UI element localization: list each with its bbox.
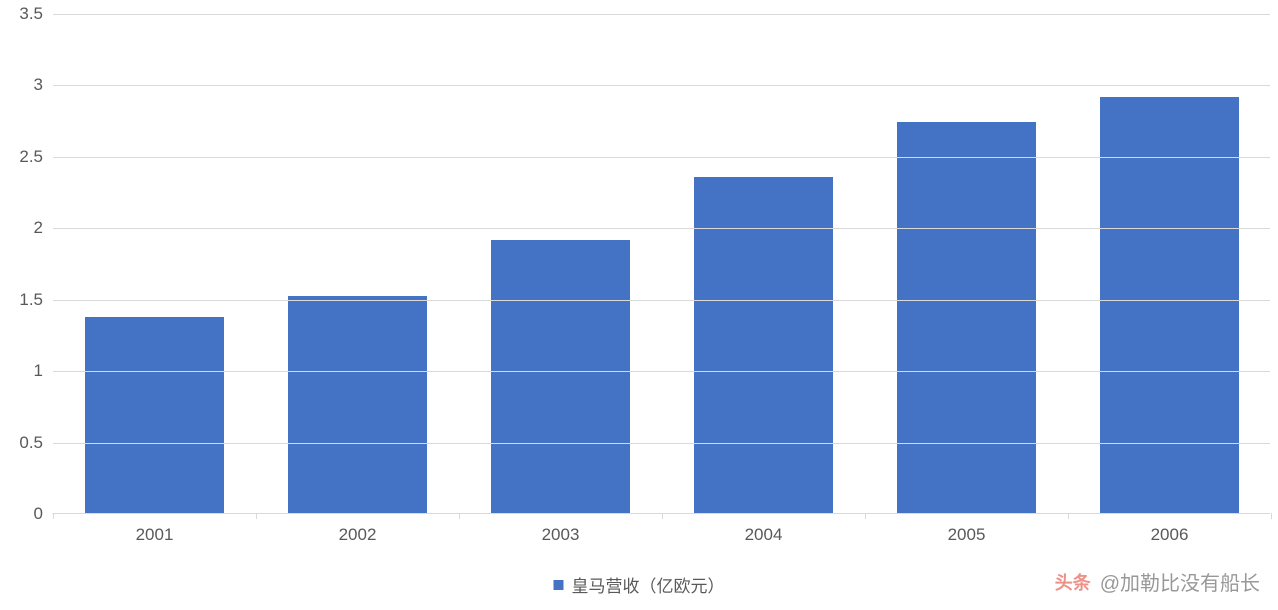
x-tick-label: 2005 bbox=[948, 525, 986, 545]
x-tick bbox=[459, 513, 460, 519]
gridline bbox=[53, 300, 1270, 301]
x-tick bbox=[256, 513, 257, 519]
y-tick-label: 1 bbox=[34, 361, 53, 381]
bar-chart: 00.511.522.533.5200120022003200420052006… bbox=[0, 0, 1278, 610]
x-tick bbox=[1068, 513, 1069, 519]
legend: 皇马营收（亿欧元） bbox=[554, 572, 725, 597]
legend-swatch bbox=[554, 580, 564, 590]
y-tick-label: 0 bbox=[34, 504, 53, 524]
y-tick-label: 2.5 bbox=[19, 147, 53, 167]
y-tick-label: 3 bbox=[34, 75, 53, 95]
watermark-icon: 头条 bbox=[1052, 568, 1094, 596]
x-tick bbox=[53, 513, 54, 519]
x-tick-label: 2004 bbox=[745, 525, 783, 545]
y-tick-label: 1.5 bbox=[19, 290, 53, 310]
bar bbox=[491, 240, 629, 513]
bar bbox=[288, 296, 426, 513]
bars-layer bbox=[53, 14, 1270, 513]
x-tick bbox=[662, 513, 663, 519]
x-tick bbox=[1271, 513, 1272, 519]
y-tick-label: 2 bbox=[34, 218, 53, 238]
gridline bbox=[53, 85, 1270, 86]
legend-label: 皇马营收（亿欧元） bbox=[572, 572, 725, 597]
gridline bbox=[53, 14, 1270, 15]
bar bbox=[1100, 97, 1238, 513]
watermark-text: @加勒比没有船长 bbox=[1100, 567, 1260, 596]
x-tick-label: 2003 bbox=[542, 525, 580, 545]
gridline bbox=[53, 371, 1270, 372]
x-tick-label: 2001 bbox=[136, 525, 174, 545]
y-tick-label: 0.5 bbox=[19, 433, 53, 453]
x-tick-label: 2002 bbox=[339, 525, 377, 545]
x-tick bbox=[865, 513, 866, 519]
bar bbox=[85, 317, 223, 513]
gridline bbox=[53, 443, 1270, 444]
x-tick-label: 2006 bbox=[1151, 525, 1189, 545]
gridline bbox=[53, 157, 1270, 158]
gridline bbox=[53, 228, 1270, 229]
plot-area: 00.511.522.533.5200120022003200420052006 bbox=[52, 14, 1270, 514]
watermark: 头条 @加勒比没有船长 bbox=[1052, 567, 1260, 596]
y-tick-label: 3.5 bbox=[19, 4, 53, 24]
bar bbox=[897, 122, 1035, 513]
